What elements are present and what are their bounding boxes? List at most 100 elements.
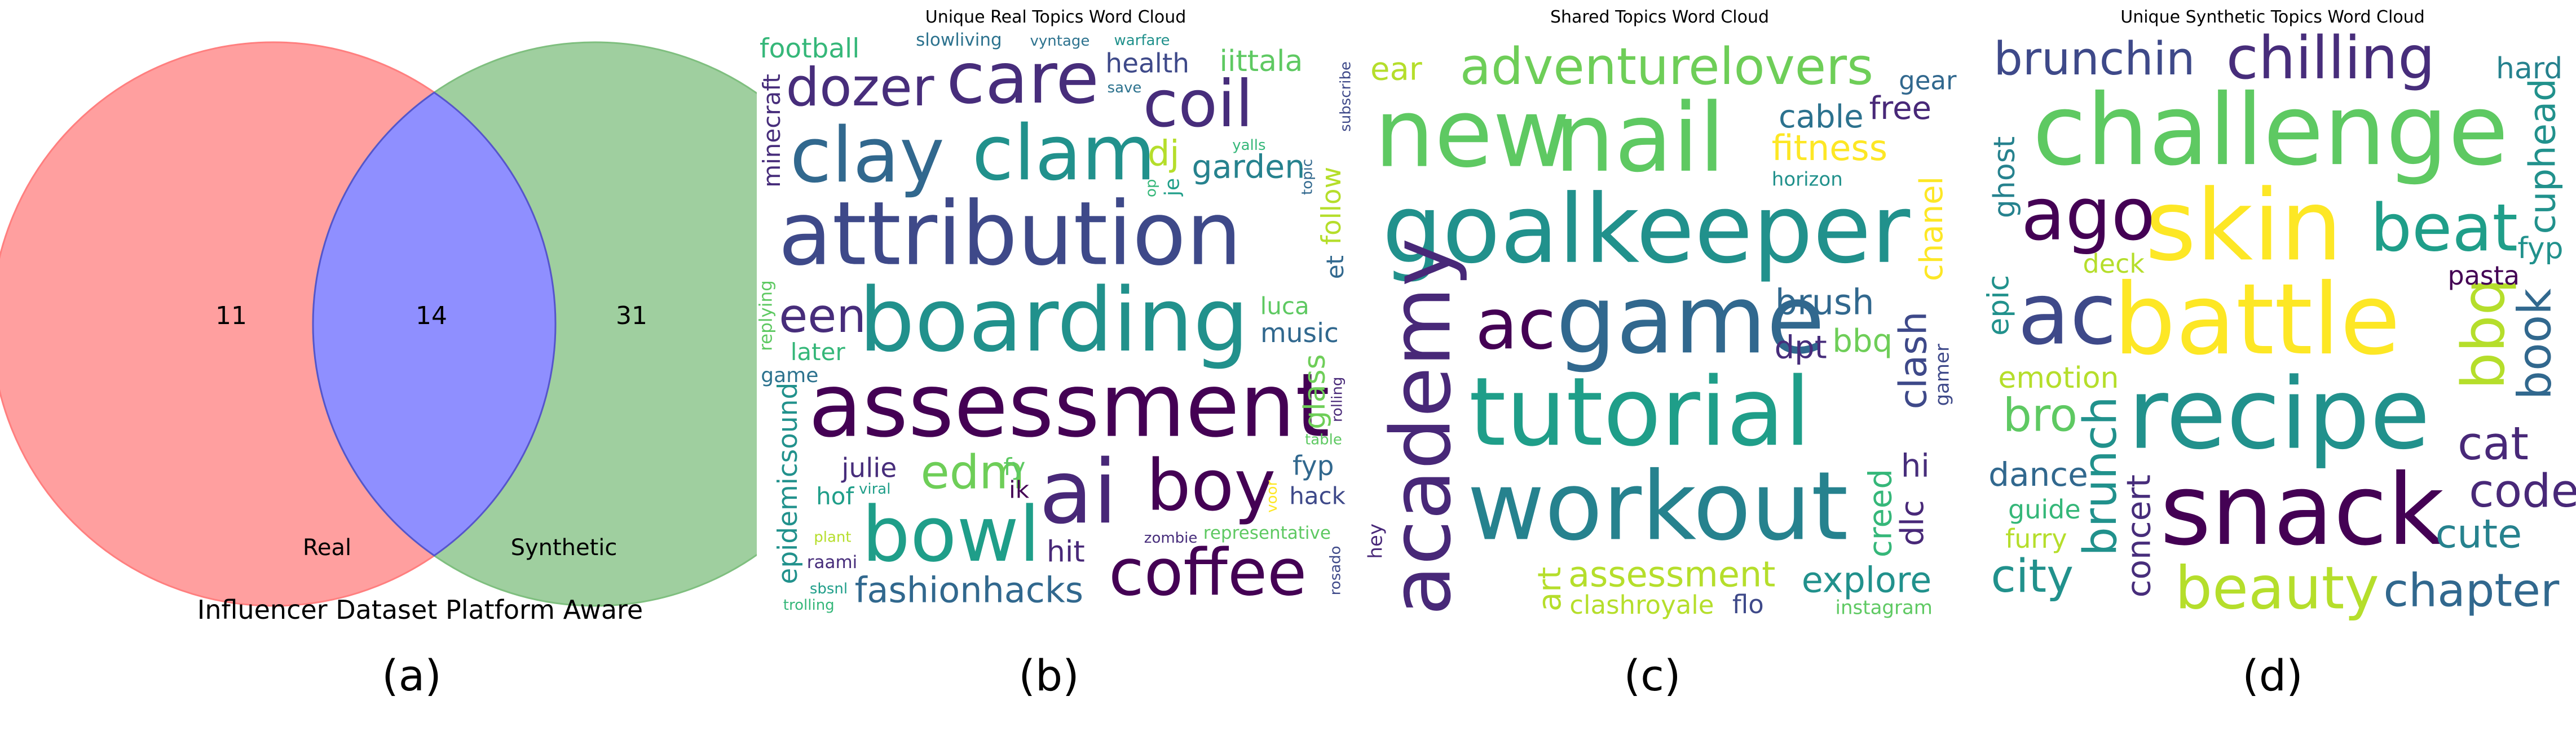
wordcloud-word: free xyxy=(1869,90,1931,127)
wordcloud-word: brunchin xyxy=(1993,33,2195,86)
wordcloud-word: subscribe xyxy=(1337,61,1354,132)
wordcloud-word: football xyxy=(760,33,859,64)
wordcloud-word: edm xyxy=(921,445,1025,499)
wordcloud-word: clam xyxy=(972,109,1156,197)
wordcloud-word: vyntage xyxy=(1030,33,1090,50)
wordcloud-word: dlc xyxy=(1894,500,1931,546)
wordcloud-word: workout xyxy=(1467,451,1849,561)
wordcloud-word: fy xyxy=(1003,453,1025,481)
wordcloud-word: chilling xyxy=(2226,24,2436,92)
wordcloud-word: voor xyxy=(1264,480,1281,513)
wordcloud-word: ac xyxy=(2018,264,2117,363)
wordcloud-word: fyp xyxy=(1293,451,1334,482)
wordcloud-word: topic xyxy=(1299,159,1316,195)
wordcloud-word: brunch xyxy=(2074,396,2127,556)
wordcloud-word: ghost xyxy=(1988,136,2022,218)
wordcloud-word: furry xyxy=(2005,524,2067,554)
wordcloud-synthetic-panel: Unique Synthetic Topics Word Cloud battl… xyxy=(1982,7,2576,700)
wordcloud-word: concert xyxy=(2120,475,2158,597)
wordcloud-word: assessment xyxy=(809,354,1330,456)
wordcloud-word: emotion xyxy=(1998,361,2119,395)
wordcloud-word: zombie xyxy=(1144,530,1198,547)
wordcloud-word: hi xyxy=(1901,447,1930,484)
wordcloud-word: hof xyxy=(816,482,854,510)
wordcloud-word: trolling xyxy=(783,597,835,614)
wordcloud-word: minecraft xyxy=(758,74,786,188)
wordcloud-word: bowl xyxy=(862,490,1040,579)
wordcloud-word: save xyxy=(1108,79,1142,96)
wordcloud-word: hit xyxy=(1047,535,1085,569)
wordcloud-word: guide xyxy=(2008,494,2081,525)
wordcloud-real-panel: Unique Real Topics Word Cloud boardingat… xyxy=(756,7,1355,700)
wordcloud-word: ago xyxy=(2021,172,2155,256)
wordcloud-word: cuphead xyxy=(2522,78,2564,234)
wordcloud-word: garden xyxy=(1192,149,1305,186)
wordcloud-word: clashroyale xyxy=(1569,590,1714,620)
wordcloud-word: slowliving xyxy=(916,30,1002,50)
real-only-count: 11 xyxy=(215,302,247,330)
wordcloud-word: follow xyxy=(1316,167,1347,245)
wordcloud-word: plant xyxy=(814,529,851,546)
panel-label-d: (d) xyxy=(2242,650,2303,700)
wordcloud-word: ear xyxy=(1370,51,1423,87)
wordcloud-word: raami xyxy=(807,552,858,573)
wordcloud-word: clash xyxy=(1891,311,1935,409)
wordcloud-word: glass xyxy=(1298,354,1332,429)
wordcloud-word: op xyxy=(1143,179,1159,197)
wordcloud-word: et xyxy=(1321,255,1349,279)
wordcloud-word: rosado xyxy=(1327,546,1344,595)
wordcloud-word: pasta xyxy=(2448,260,2520,291)
wordcloud-word: music xyxy=(1260,318,1339,349)
wordcloud-word: flo xyxy=(1732,589,1764,619)
wordcloud-real: boardingattributionassessmentaiclambowlc… xyxy=(756,30,1355,614)
wordcloud-word: ai xyxy=(1039,441,1118,543)
wordcloud-word: fashionhacks xyxy=(855,570,1083,611)
wordcloud-word: boarding xyxy=(859,269,1249,371)
wordcloud-word: deck xyxy=(2083,249,2145,279)
wordcloud-word: game xyxy=(1556,264,1825,375)
wordcloud-word: book xyxy=(2509,289,2562,400)
wordcloud-word: hey xyxy=(1365,524,1387,559)
wordcloud-word: dpt xyxy=(1775,330,1827,366)
wordcloud-word: ac xyxy=(1475,285,1556,365)
panel-label-c: (c) xyxy=(1624,650,1680,700)
wordcloud-word: chanel xyxy=(1913,176,1950,281)
wordcloud-word: adventurelovers xyxy=(1460,37,1873,96)
set-label-synthetic: Synthetic xyxy=(511,535,617,561)
wordcloud-word: sbsnl xyxy=(810,580,848,597)
wordcloud-word: coil xyxy=(1143,66,1254,141)
wordcloud-word: skin xyxy=(2145,169,2343,283)
wordcloud-word: bbq xyxy=(1832,323,1893,360)
wordcloud-word: beat xyxy=(2370,190,2518,267)
wordcloud-word: je xyxy=(1161,178,1184,197)
wordcloud-word: code xyxy=(2469,465,2576,518)
set-label-real: Real xyxy=(303,535,351,561)
wordcloud-word: assessment xyxy=(1568,554,1776,595)
wordcloud-word: beauty xyxy=(2175,554,2379,623)
wordcloud-word: julie xyxy=(841,453,897,484)
wordcloud-word: creed xyxy=(1862,469,1899,557)
wordcloud-word: epidemicsound xyxy=(773,383,804,584)
wordcloud-word: iittala xyxy=(1220,45,1303,78)
wordcloud-word: bbq xyxy=(2449,278,2518,389)
wordcloud-word: gear xyxy=(1899,66,1957,96)
wordcloud-word: cat xyxy=(2458,418,2529,471)
wordcloud-word: representative xyxy=(1203,523,1331,543)
wordcloud-word: viral xyxy=(859,481,890,498)
wordcloud-word: yalls xyxy=(1232,137,1265,154)
wordcloud-word: replying xyxy=(756,280,777,351)
wordcloud-word: ik xyxy=(1009,476,1030,504)
wordcloud-word: hack xyxy=(1289,482,1346,510)
wordcloud-word: city xyxy=(1991,550,2074,603)
panel-label-a: (a) xyxy=(382,650,442,700)
wordcloud-word: hard xyxy=(2496,52,2562,86)
wordcloud-word: goalkeeper xyxy=(1382,174,1911,285)
wordcloud-word: care xyxy=(946,38,1099,119)
wordcloud-word: cable xyxy=(1779,99,1864,135)
wordcloud-word: dance xyxy=(1988,455,2088,494)
wordcloud-real-title: Unique Real Topics Word Cloud xyxy=(925,7,1186,27)
wordcloud-word: coffee xyxy=(1109,535,1307,610)
